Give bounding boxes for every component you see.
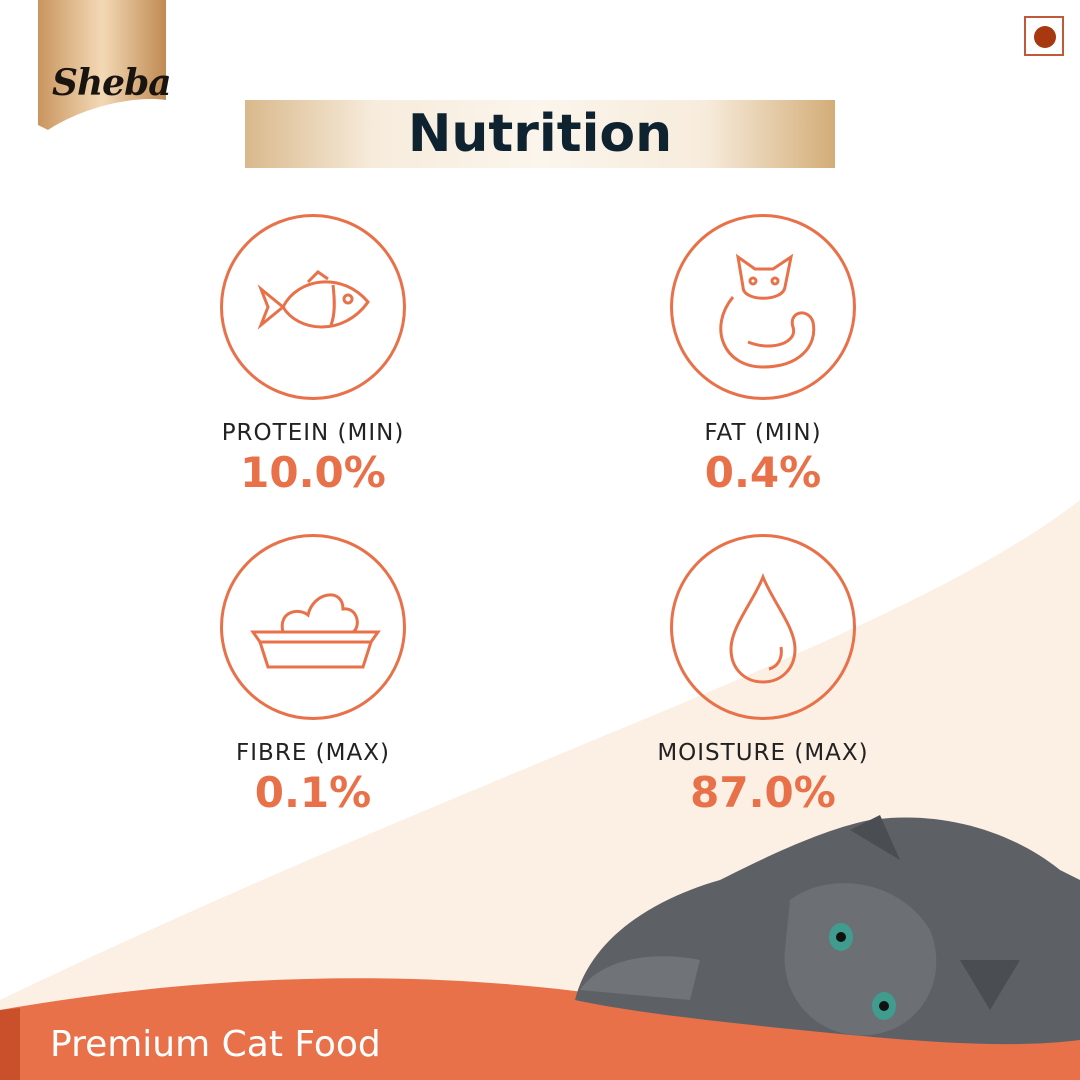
logo-text: Sheba [52, 62, 172, 104]
non-veg-dot-icon [1034, 26, 1056, 48]
non-veg-mark [1024, 16, 1064, 56]
cat-icon [670, 214, 856, 400]
nutrient-value: 0.1% [254, 768, 372, 817]
sheba-logo: Sheba [38, 0, 172, 132]
nutrient-value: 0.4% [704, 448, 822, 497]
nutrient-label: MOISTURE (MAX) [657, 740, 869, 766]
litter-tray-icon [220, 534, 406, 720]
page-title: Nutrition [407, 104, 673, 164]
nutrient-value: 10.0% [240, 448, 386, 497]
nutrient-fat: FAT (MIN) 0.4% [613, 214, 913, 497]
nutrient-protein: PROTEIN (MIN) 10.0% [163, 214, 463, 497]
cat-photo [575, 815, 1080, 1045]
nutrient-moisture: MOISTURE (MAX) 87.0% [613, 534, 913, 817]
fish-icon [220, 214, 406, 400]
nutrient-label: FAT (MIN) [704, 420, 822, 446]
title-banner: Nutrition [245, 100, 835, 168]
water-drop-icon [670, 534, 856, 720]
nutrient-value: 87.0% [690, 768, 836, 817]
nutrient-label: FIBRE (MAX) [236, 740, 390, 766]
nutrient-label: PROTEIN (MIN) [221, 420, 405, 446]
footer-tagline: Premium Cat Food [50, 1024, 381, 1065]
nutrient-fibre: FIBRE (MAX) 0.1% [163, 534, 463, 817]
